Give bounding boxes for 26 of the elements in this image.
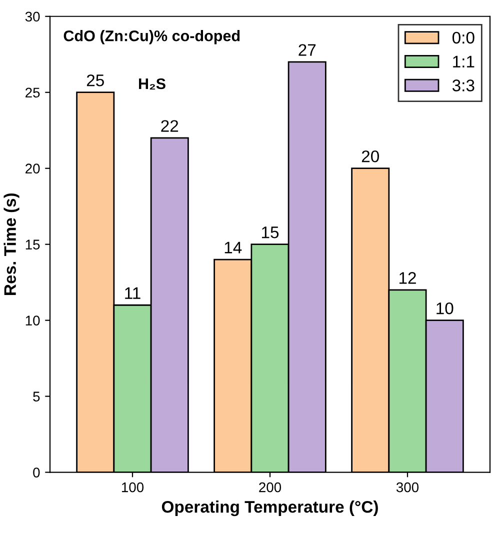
y-tick-label: 10 bbox=[26, 316, 40, 326]
data-label: 20 bbox=[362, 150, 379, 162]
y-tick-label: 0 bbox=[33, 468, 40, 478]
data-label: 11 bbox=[125, 287, 140, 299]
y-tick-label: 5 bbox=[33, 392, 40, 402]
data-label: 27 bbox=[298, 44, 316, 56]
legend-label: 0:0 bbox=[452, 32, 474, 44]
y-tick-label: 25 bbox=[26, 88, 40, 98]
y-tick-label: 30 bbox=[25, 12, 40, 22]
annotation: H₂S bbox=[139, 78, 166, 90]
x-tick-label: 200 bbox=[259, 482, 282, 492]
legend-label: 3:3 bbox=[452, 80, 474, 92]
data-label: 22 bbox=[161, 120, 178, 132]
y-tick-label: 15 bbox=[26, 240, 40, 250]
data-label: 25 bbox=[86, 74, 104, 86]
data-label: 12 bbox=[400, 272, 416, 284]
data-label: 15 bbox=[262, 226, 279, 238]
data-label: 14 bbox=[224, 242, 242, 254]
y-axis-title: Res. Time (s) bbox=[4, 193, 20, 295]
data-label: 10 bbox=[436, 302, 454, 314]
annotation: CdO (Zn:Cu)% co-doped bbox=[64, 30, 240, 44]
x-axis-title: Operating Temperature (°C) bbox=[162, 500, 378, 516]
x-tick-label: 300 bbox=[396, 482, 419, 492]
legend-label: 1:1 bbox=[453, 56, 474, 68]
x-tick-label: 100 bbox=[122, 482, 144, 492]
y-tick-label: 20 bbox=[26, 164, 40, 174]
